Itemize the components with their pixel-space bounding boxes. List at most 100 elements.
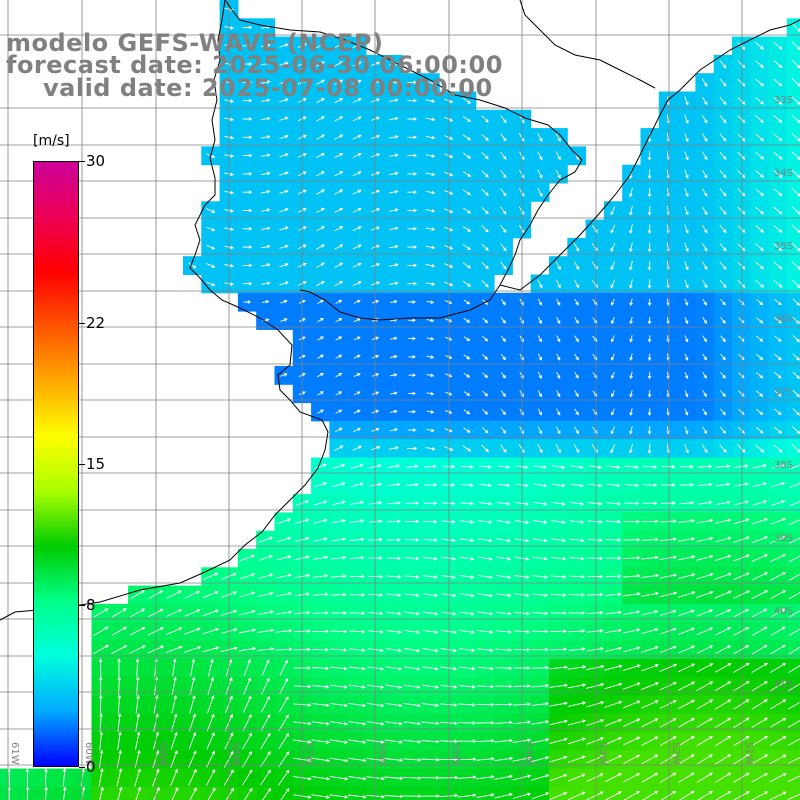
wind-arrow xyxy=(242,208,253,213)
wind-arrow xyxy=(769,572,787,581)
wind-arrow xyxy=(567,737,586,745)
wind-arrow xyxy=(242,695,252,713)
wind-arrow xyxy=(424,464,437,469)
wind-arrow xyxy=(386,593,402,598)
wind-arrow xyxy=(348,721,367,726)
wind-arrow xyxy=(334,98,344,104)
wind-arrow xyxy=(647,224,652,235)
wind-arrow xyxy=(317,299,325,304)
wind-arrow xyxy=(260,61,271,66)
wind-arrow xyxy=(519,353,524,361)
speed-cell xyxy=(786,658,800,678)
wind-arrow xyxy=(774,353,782,361)
wind-arrow xyxy=(330,611,348,615)
wind-arrow xyxy=(647,443,652,455)
wind-arrow xyxy=(714,754,732,765)
wind-arrow xyxy=(459,629,476,634)
speed-cell xyxy=(786,567,800,587)
speed-cell xyxy=(786,18,800,38)
wind-arrow xyxy=(280,299,288,304)
wind-arrow xyxy=(659,645,677,654)
wind-arrow xyxy=(425,190,436,195)
wind-arrow xyxy=(423,556,438,561)
wind-arrow xyxy=(278,732,290,749)
wind-arrow xyxy=(515,483,529,488)
wind-arrow xyxy=(441,520,456,524)
wind-arrow xyxy=(788,519,800,526)
wind-arrow xyxy=(260,751,271,768)
wind-arrow xyxy=(421,794,440,798)
wind-arrow xyxy=(701,444,708,454)
wind-arrow xyxy=(696,699,714,710)
wind-arrow xyxy=(537,298,542,306)
wind-arrow xyxy=(623,646,641,653)
wind-arrow xyxy=(279,116,289,121)
wind-arrow xyxy=(463,391,471,396)
wind-arrow xyxy=(334,61,344,67)
wind-arrow xyxy=(405,464,419,469)
wind-arrow xyxy=(531,629,549,634)
wind-arrow xyxy=(714,572,732,580)
wind-arrow xyxy=(334,244,344,250)
wind-arrow xyxy=(641,555,659,560)
wind-arrow xyxy=(586,773,604,782)
wind-arrow xyxy=(737,115,746,124)
wind-arrow xyxy=(458,648,476,653)
wind-arrow xyxy=(260,714,271,731)
wind-arrow xyxy=(202,609,219,617)
wind-arrow xyxy=(702,335,707,343)
wind-arrow xyxy=(647,316,652,325)
wind-arrow xyxy=(116,768,123,787)
wind-arrow xyxy=(189,695,196,714)
wind-arrow xyxy=(334,134,344,140)
wind-arrow xyxy=(756,390,764,397)
wind-arrow xyxy=(407,98,418,103)
wind-arrow xyxy=(587,501,603,506)
wind-arrow xyxy=(463,336,471,342)
wind-arrow xyxy=(329,775,349,781)
wind-arrow xyxy=(789,499,800,507)
wind-arrow xyxy=(733,536,750,543)
wind-arrow xyxy=(117,786,123,800)
wind-arrow xyxy=(135,694,140,714)
wind-arrow xyxy=(659,699,677,709)
wind-arrow xyxy=(787,793,800,800)
wind-arrow xyxy=(678,537,696,542)
speed-cell xyxy=(786,366,800,385)
wind-arrow xyxy=(702,408,707,416)
wind-arrow xyxy=(714,735,732,747)
wind-arrow xyxy=(206,732,215,750)
wind-arrow xyxy=(500,353,506,361)
wind-arrow xyxy=(425,446,436,451)
wind-arrow xyxy=(519,335,524,343)
wind-arrow xyxy=(389,244,399,249)
wind-arrow xyxy=(604,700,623,708)
wind-arrow xyxy=(331,592,347,597)
wind-arrow xyxy=(660,790,677,800)
wind-arrow xyxy=(386,556,402,561)
wind-arrow xyxy=(98,767,104,787)
wind-arrow xyxy=(610,426,616,435)
wind-arrow xyxy=(242,245,253,249)
wind-arrow xyxy=(330,684,348,689)
wind-arrow xyxy=(789,463,800,470)
wind-arrow xyxy=(773,170,783,178)
speed-cell xyxy=(786,329,800,349)
wind-arrow xyxy=(402,758,422,762)
wind-arrow xyxy=(476,738,495,743)
wind-arrow xyxy=(165,645,183,654)
wind-arrow xyxy=(696,572,714,580)
wind-arrow xyxy=(166,590,182,599)
wind-arrow xyxy=(463,427,471,433)
speed-cell xyxy=(786,732,800,751)
wind-arrow xyxy=(352,98,362,104)
wind-arrow xyxy=(714,663,732,673)
wind-arrow xyxy=(696,681,714,691)
wind-arrow xyxy=(647,151,652,161)
wind-arrow xyxy=(719,261,727,270)
wind-arrow xyxy=(313,518,328,524)
wind-arrow xyxy=(771,481,786,488)
speed-cell xyxy=(786,128,800,147)
wind-arrow xyxy=(352,207,362,213)
wind-arrow xyxy=(408,318,417,323)
